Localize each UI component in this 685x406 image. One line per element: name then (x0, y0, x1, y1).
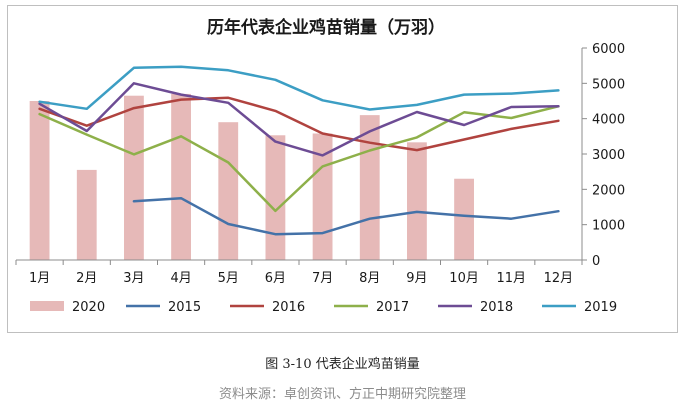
x-tick-label: 2月 (76, 271, 97, 286)
x-tick-label: 12月 (544, 271, 574, 286)
bar-2020-6 (265, 135, 286, 260)
x-tick-label: 8月 (359, 271, 380, 286)
y-tick-label: 2000 (592, 183, 625, 198)
y-tick-label: 5000 (592, 77, 625, 92)
line-2019 (38, 65, 560, 111)
line-2018 (38, 82, 560, 157)
x-tick-label: 3月 (123, 271, 144, 286)
bar-2020-8 (359, 115, 380, 260)
chart-svg: 历年代表企业鸡苗销量（万羽） 1月 2月 3月 4月 5月 6月 7月 8月 9月 10月 11月 12… (15, 17, 625, 315)
figure-caption: 图 3-10 代表企业鸡苗销量 (265, 357, 420, 372)
y-tick-label: 1000 (592, 219, 625, 234)
legend-label-2019: 2019 (584, 300, 617, 315)
chart-frame: 历年代表企业鸡苗销量（万羽） 1月 2月 3月 4月 5月 6月 7月 8月 9月 10月 11月 12… (7, 5, 678, 333)
legend-label-2018: 2018 (480, 300, 513, 315)
bar-2020-4 (171, 93, 191, 260)
y-tick-label: 3000 (592, 148, 625, 163)
line-2017 (38, 105, 560, 213)
y-tick-label: 6000 (592, 42, 625, 57)
bar-2020-9 (407, 142, 427, 260)
bar-2020-3 (124, 95, 144, 260)
legend-label-2017: 2017 (376, 300, 409, 315)
y-tick-label: 0 (592, 254, 600, 269)
line-2015 (132, 196, 560, 236)
x-tick-label: 4月 (170, 271, 191, 286)
legend-label-2016: 2016 (272, 300, 305, 315)
line-2016 (38, 96, 560, 152)
legend-swatch-2020 (30, 301, 64, 311)
x-tick-label: 10月 (449, 271, 479, 286)
bar-2020-10 (454, 178, 474, 260)
y-tick-label: 4000 (592, 113, 625, 128)
bar-2020-5 (218, 122, 239, 260)
x-tick-label: 5月 (218, 271, 239, 286)
x-tick-label: 9月 (406, 271, 427, 286)
x-tick-label: 7月 (312, 271, 333, 286)
bar-2020-1 (29, 101, 50, 260)
x-tick-label: 1月 (29, 271, 50, 286)
chart-title: 历年代表企业鸡苗销量（万羽） (207, 17, 445, 38)
legend-label-2020: 2020 (72, 300, 105, 315)
figure-source: 资料来源：卓创资讯、方正中期研究院整理 (218, 387, 466, 402)
x-tick-label: 6月 (265, 271, 286, 286)
legend-label-2015: 2015 (168, 300, 201, 315)
bar-2020-2 (76, 169, 97, 260)
x-tick-label: 11月 (496, 271, 526, 286)
